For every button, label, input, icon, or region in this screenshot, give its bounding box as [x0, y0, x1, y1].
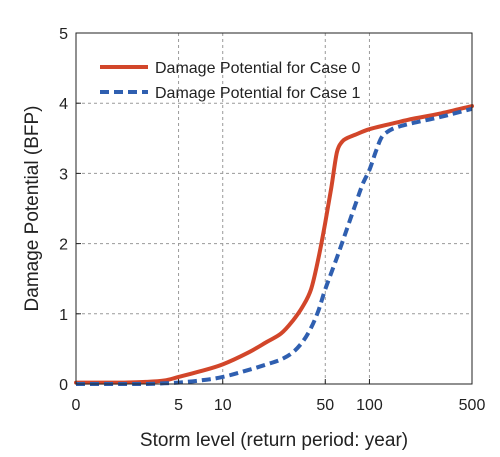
legend: Damage Potential for Case 0 Damage Potent…: [100, 60, 361, 102]
y-tick-label: 5: [59, 26, 68, 43]
x-tick-label: 500: [459, 397, 486, 414]
x-axis-label: Storm level (return period: year): [140, 430, 408, 451]
series-line-case-0: [74, 104, 474, 385]
x-tick-label: 10: [214, 397, 232, 414]
y-tick-label: 3: [59, 166, 68, 183]
grid-lines: [76, 33, 472, 384]
legend-label-case-1: Damage Potential for Case 1: [155, 85, 361, 102]
series-lines: [74, 104, 474, 387]
y-tick-label: 2: [59, 237, 68, 254]
plot-frame: [75, 32, 473, 385]
series-line-case-1: [75, 106, 473, 387]
y-tick-label: 0: [59, 377, 68, 394]
y-tick-label: 1: [59, 307, 68, 324]
x-tick-label: 50: [316, 397, 334, 414]
legend-label-case-0: Damage Potential for Case 0: [155, 60, 361, 77]
x-tick-label: 0: [72, 397, 81, 414]
x-tick-label: 100: [356, 397, 383, 414]
y-axis-label: Damage Potential (BFP): [22, 106, 43, 312]
y-tick-label: 4: [59, 96, 68, 113]
x-tick-label: 5: [174, 397, 183, 414]
